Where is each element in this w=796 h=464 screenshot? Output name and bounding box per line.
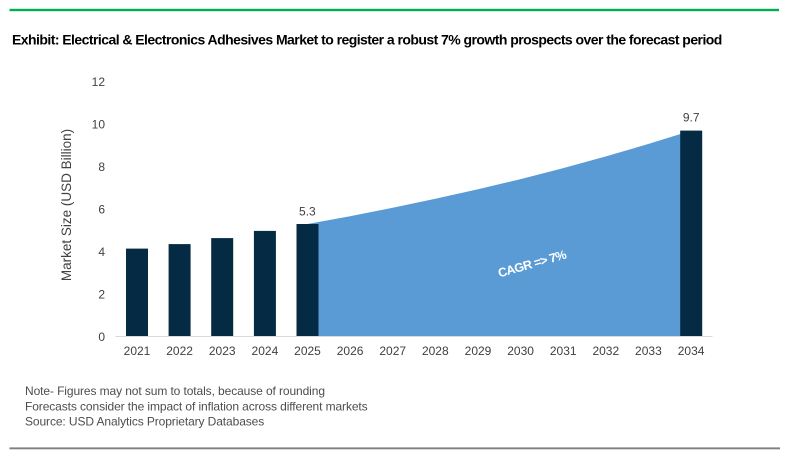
svg-text:0: 0: [98, 330, 105, 344]
svg-text:2027: 2027: [379, 344, 406, 358]
svg-text:2025: 2025: [294, 344, 321, 358]
svg-text:2023: 2023: [209, 344, 236, 358]
svg-text:Forecasts consider the impact: Forecasts consider the impact of inflati…: [25, 399, 368, 413]
svg-text:4: 4: [98, 245, 105, 259]
svg-text:Market Size (USD Billion): Market Size (USD Billion): [59, 129, 74, 281]
svg-text:8: 8: [98, 160, 105, 174]
svg-text:2032: 2032: [592, 344, 619, 358]
svg-text:2034: 2034: [678, 344, 705, 358]
svg-text:2028: 2028: [422, 344, 449, 358]
svg-text:5.3: 5.3: [299, 205, 316, 219]
svg-text:2021: 2021: [124, 344, 151, 358]
svg-text:2: 2: [98, 287, 105, 301]
svg-text:12: 12: [92, 75, 106, 89]
svg-text:2029: 2029: [465, 344, 492, 358]
svg-text:2033: 2033: [635, 344, 662, 358]
svg-text:6: 6: [98, 202, 105, 216]
svg-text:2024: 2024: [252, 344, 279, 358]
svg-text:2026: 2026: [337, 344, 364, 358]
svg-text:2030: 2030: [507, 344, 534, 358]
svg-text:9.7: 9.7: [683, 111, 700, 125]
svg-text:Source: USD Analytics Propriet: Source: USD Analytics Proprietary Databa…: [25, 414, 264, 428]
svg-text:2022: 2022: [166, 344, 193, 358]
svg-text:10: 10: [92, 118, 106, 132]
svg-text:Exhibit: Electrical & Electron: Exhibit: Electrical & Electronics Adhesi…: [12, 31, 722, 47]
svg-text:Note- Figures may not sum to t: Note- Figures may not sum to totals, bec…: [25, 384, 325, 398]
svg-text:2031: 2031: [550, 344, 577, 358]
